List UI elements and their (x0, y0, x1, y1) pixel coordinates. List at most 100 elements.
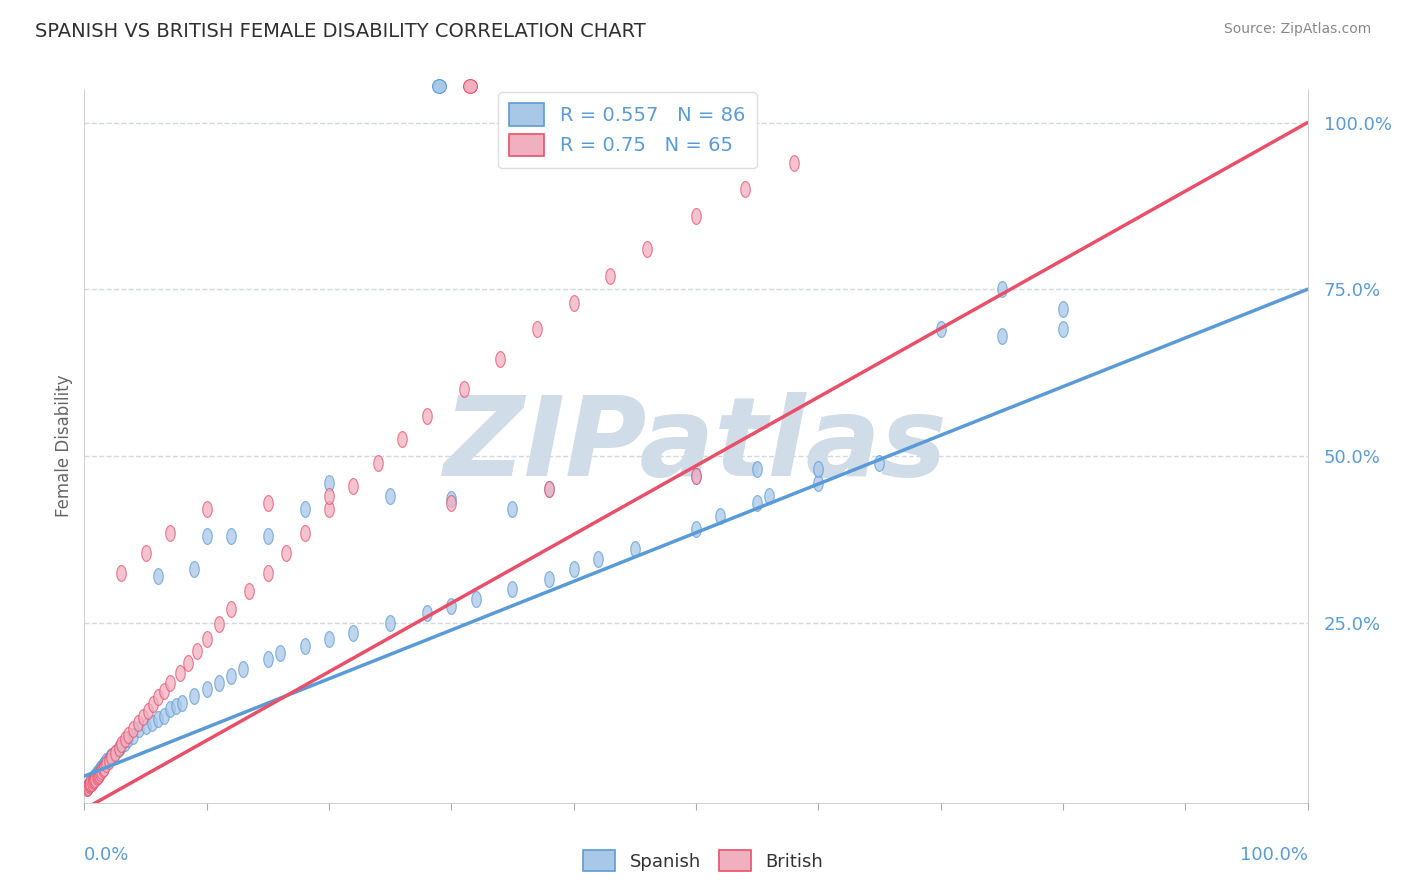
Point (380, 615, 402, 630)
Point (93, 761, 115, 775)
Point (177, 656, 200, 670)
Point (146, 690, 169, 705)
Point (747, 462, 769, 476)
Point (685, 209, 707, 223)
Point (238, 583, 260, 598)
Point (82, 772, 104, 787)
Text: ZIPatlas: ZIPatlas (444, 392, 948, 500)
Point (79, 777, 101, 791)
Point (440, 496, 463, 510)
Point (94, 756, 117, 770)
Point (1052, 322, 1074, 336)
Point (991, 282, 1014, 296)
Point (538, 483, 561, 497)
Point (219, 602, 242, 616)
Point (586, 552, 609, 566)
Point (86, 768, 108, 782)
Point (122, 723, 145, 737)
Point (636, 242, 658, 256)
Point (342, 479, 364, 493)
Point (276, 546, 298, 560)
Point (122, 729, 145, 743)
Point (87, 769, 110, 783)
Point (153, 683, 176, 698)
Point (96, 755, 118, 769)
Point (538, 573, 561, 587)
Point (257, 496, 280, 510)
Point (87, 768, 110, 782)
Point (183, 562, 205, 576)
Point (90, 764, 112, 778)
Point (80, 776, 103, 790)
Point (146, 569, 169, 583)
Point (159, 525, 181, 540)
Point (89, 763, 111, 777)
Point (929, 322, 952, 336)
Point (77, 780, 100, 794)
Point (783, 155, 806, 169)
Point (269, 646, 291, 660)
Point (257, 652, 280, 666)
Point (807, 462, 830, 476)
Point (624, 542, 647, 557)
Point (208, 675, 231, 690)
Text: 0.0%: 0.0% (84, 846, 129, 863)
Point (709, 509, 731, 524)
Point (380, 489, 402, 503)
Point (82, 774, 104, 789)
Point (84, 772, 107, 786)
Point (416, 606, 439, 620)
Point (128, 723, 150, 737)
Point (153, 709, 176, 723)
Point (169, 665, 191, 680)
Point (453, 382, 475, 396)
Point (107, 742, 129, 756)
Point (97, 755, 120, 769)
Point (93, 757, 115, 772)
Point (90, 761, 112, 775)
Text: Source: ZipAtlas.com: Source: ZipAtlas.com (1223, 22, 1371, 37)
Point (86, 771, 108, 785)
Point (464, 592, 486, 607)
Point (117, 728, 139, 742)
Point (318, 632, 340, 647)
Point (142, 697, 165, 711)
Point (97, 752, 120, 766)
Point (416, 409, 439, 423)
Point (342, 625, 364, 640)
Point (135, 719, 157, 733)
Point (83, 773, 105, 788)
Point (104, 746, 127, 760)
Point (83, 771, 105, 785)
Point (183, 689, 205, 703)
Point (195, 682, 218, 697)
Point (318, 475, 340, 490)
Point (391, 433, 413, 447)
Point (114, 736, 136, 750)
Point (114, 732, 136, 747)
Point (294, 639, 316, 653)
Point (869, 456, 891, 470)
Point (562, 295, 585, 310)
Point (84, 769, 107, 783)
Point (132, 710, 155, 724)
Point (440, 599, 463, 613)
Point (80, 776, 103, 790)
Point (79, 776, 101, 790)
Point (538, 483, 561, 497)
Point (685, 469, 707, 483)
Point (141, 715, 163, 730)
Point (219, 529, 242, 543)
Point (257, 566, 280, 580)
Point (100, 750, 122, 764)
Point (502, 582, 524, 597)
Point (562, 562, 585, 576)
Point (110, 737, 132, 751)
Point (685, 522, 707, 536)
Point (79, 777, 101, 791)
Point (82, 774, 104, 789)
Point (110, 739, 132, 753)
Legend: Spanish, British: Spanish, British (575, 843, 831, 879)
Point (96, 757, 118, 772)
Point (1052, 302, 1074, 317)
